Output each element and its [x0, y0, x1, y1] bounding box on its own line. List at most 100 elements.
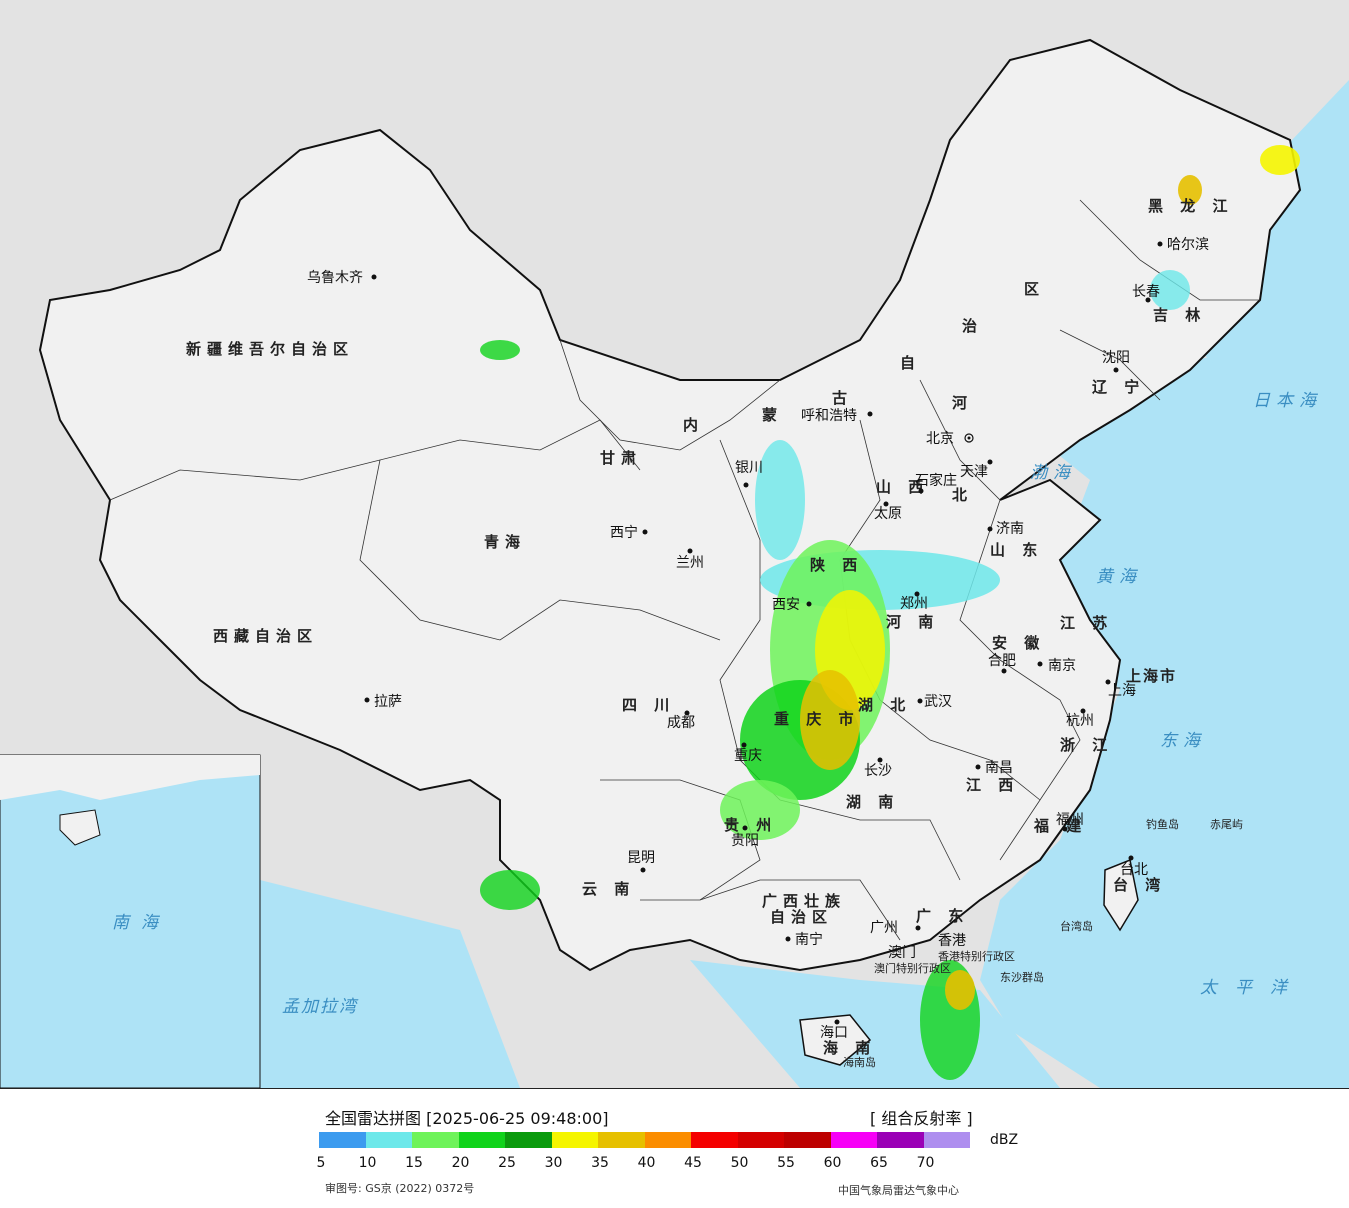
colorbar-tick: 10 [358, 1155, 377, 1171]
island-labels: 钓鱼岛 赤尾屿 东沙群岛 台湾岛 海南岛 [843, 817, 1243, 1069]
colorbar-swatch [551, 1132, 598, 1148]
city-taibei: 台北 [1120, 862, 1148, 878]
city-nanjing: 南京 [1048, 658, 1076, 674]
city-urumqi: 乌鲁木齐 [307, 270, 363, 286]
agency-credit: 中国气象局雷达气象中心 [838, 1184, 959, 1197]
city-taiyuan: 太原 [874, 506, 902, 522]
colorbar-tick: 25 [498, 1155, 516, 1171]
city-macau: 澳门 [888, 945, 916, 961]
label-bohai: 渤海 [1030, 463, 1076, 483]
label-macau-sar: 澳门特别行政区 [874, 961, 951, 975]
label-sea-of-japan: 日本海 [1253, 391, 1322, 411]
city-hefei: 合肥 [988, 653, 1016, 669]
city-hongkong: 香港 [938, 933, 966, 949]
label-jiangsu: 江 苏 [1060, 614, 1113, 632]
colorbar-tick: 70 [916, 1155, 935, 1171]
label-sichuan: 四 川 [622, 696, 675, 714]
map-area: 新疆维吾尔自治区 西藏自治区 青海 甘肃 内 蒙 古 自 治 区 黑 龙 江 吉… [0, 0, 1349, 1089]
city-guangzhou: 广州 [870, 920, 898, 936]
city-harbin: 哈尔滨 [1167, 237, 1209, 253]
label-pacific: 太平洋 [1200, 978, 1305, 998]
label-yellow-sea: 黄海 [1096, 567, 1142, 587]
city-yinchuan: 银川 [735, 460, 763, 476]
label-neimenggu-5: 治 [962, 317, 983, 335]
label-hebei-2: 北 [952, 486, 973, 504]
colorbar-tick: 55 [777, 1155, 795, 1171]
label-bay-of-bengal: 孟加拉湾 [282, 997, 359, 1017]
label-taiwan-island: 台湾岛 [1060, 919, 1093, 933]
east-sea-area [980, 330, 1349, 1088]
radar-echoes [480, 145, 1300, 1080]
china-land [38, 38, 1302, 972]
city-shenyang: 沈阳 [1102, 350, 1130, 366]
label-hebei-1: 河 [952, 394, 973, 412]
legend-unit: dBZ [990, 1132, 1019, 1148]
label-hunan: 湖 南 [846, 793, 899, 811]
city-chongqing: 重庆 [734, 748, 762, 764]
label-east-sea: 东海 [1160, 731, 1206, 751]
colorbar-swatch [598, 1132, 645, 1148]
city-kunming: 昆明 [627, 850, 655, 866]
label-xizang: 西藏自治区 [213, 627, 318, 645]
label-anhui: 安 徽 [992, 634, 1045, 652]
colorbar-tick: 45 [684, 1155, 702, 1171]
province-labels: 新疆维吾尔自治区 西藏自治区 青海 甘肃 内 蒙 古 自 治 区 黑 龙 江 吉… [186, 197, 1227, 1057]
colorbar-swatch [505, 1132, 552, 1148]
city-lanzhou: 兰州 [676, 555, 704, 571]
label-neimenggu-1: 内 [683, 416, 704, 434]
colorbar-tick: 20 [451, 1155, 470, 1171]
label-hongkong-sar: 香港特别行政区 [938, 949, 1015, 963]
legend-product: [ 组合反射率 ] [870, 1109, 973, 1128]
label-chiwei: 赤尾屿 [1210, 818, 1243, 831]
bay-of-bengal-area [260, 880, 520, 1088]
label-jilin: 吉 林 [1153, 306, 1206, 324]
dbz-colorbar [319, 1132, 970, 1148]
label-liaoning: 辽 宁 [1092, 378, 1145, 396]
label-shanxi: 山 西 [876, 478, 929, 496]
colorbar-swatch [319, 1132, 366, 1148]
taiwan-island [1103, 858, 1139, 932]
colorbar-swatch [877, 1132, 924, 1148]
city-hangzhou: 杭州 [1066, 713, 1094, 729]
city-chengdu: 成都 [667, 715, 695, 731]
city-xining: 西宁 [610, 524, 638, 541]
label-xinjiang: 新疆维吾尔自治区 [186, 340, 354, 358]
colorbar-swatch [644, 1132, 691, 1148]
city-nanning: 南宁 [795, 931, 823, 948]
city-shijiazhuang: 石家庄 [915, 472, 957, 489]
colorbar-tick: 40 [637, 1155, 656, 1171]
label-henan: 河 南 [886, 613, 939, 631]
label-hainan-island: 海南岛 [843, 1055, 876, 1069]
label-zhejiang: 浙 江 [1060, 736, 1113, 754]
city-beijing: 北京 [926, 431, 954, 447]
label-south-sea: 南海 [112, 913, 170, 933]
colorbar-tick: 35 [591, 1155, 609, 1171]
label-yunnan: 云 南 [582, 880, 635, 898]
hainan-island [799, 1014, 872, 1066]
label-neimenggu-4: 自 [900, 354, 921, 372]
label-shanghai: 上海市 [1126, 667, 1177, 685]
dbz-tick-labels: 5 10 15 20 25 30 35 40 45 50 55 60 65 70 [316, 1155, 979, 1173]
label-taiwan: 台 湾 [1113, 876, 1166, 894]
label-neimenggu-6: 区 [1024, 280, 1045, 298]
colorbar-tick: 30 [544, 1155, 563, 1171]
colorbar-tick: 15 [405, 1155, 423, 1171]
colorbar-swatch [458, 1132, 505, 1148]
label-guangxi-1: 广西壮族 [762, 892, 846, 910]
label-shandong: 山 东 [990, 541, 1043, 559]
label-neimenggu-2: 蒙 [762, 406, 783, 424]
city-nanchang: 南昌 [985, 760, 1013, 776]
colorbar-swatch [923, 1132, 970, 1148]
colorbar-tick: 60 [823, 1155, 842, 1171]
city-haikou: 海口 [820, 1025, 848, 1041]
city-guiyang: 贵阳 [731, 833, 759, 849]
colorbar-swatch [830, 1132, 877, 1148]
label-jiangxi: 江 西 [966, 776, 1019, 794]
label-guangdong: 广 东 [916, 907, 969, 925]
china-radar-map: 新疆维吾尔自治区 西藏自治区 青海 甘肃 内 蒙 古 自 治 区 黑 龙 江 吉… [0, 38, 1349, 1088]
colorbar-tick: 5 [316, 1155, 326, 1171]
label-neimenggu-3: 古 [832, 389, 853, 407]
label-dongsha: 东沙群岛 [1000, 970, 1044, 984]
city-lhasa: 拉萨 [374, 694, 402, 710]
